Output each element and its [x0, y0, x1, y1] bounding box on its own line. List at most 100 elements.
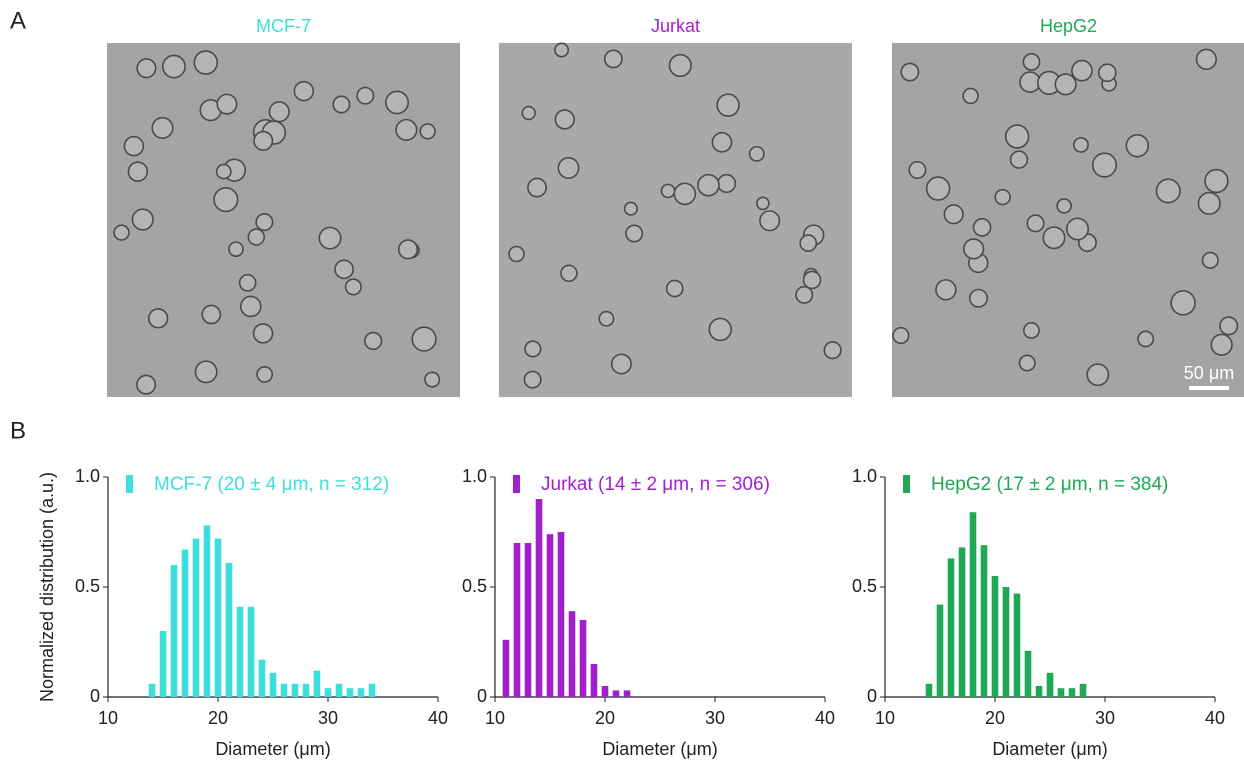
cell	[795, 285, 814, 304]
legend-label: Jurkat (14 ± 2 μm, n = 306)	[541, 474, 770, 495]
cell	[1066, 217, 1090, 241]
cell	[252, 323, 274, 344]
panel-label: A	[10, 7, 26, 34]
bar	[1002, 587, 1010, 697]
cell	[1201, 251, 1219, 269]
cell	[364, 331, 383, 351]
x-tick-label: 20	[595, 708, 615, 728]
cell	[1086, 363, 1110, 387]
bar	[170, 565, 178, 697]
bar	[291, 683, 299, 697]
cell	[697, 173, 720, 197]
cell	[228, 241, 244, 257]
cell	[293, 80, 315, 102]
micrograph	[499, 43, 852, 397]
bar	[590, 664, 598, 697]
cell	[1204, 168, 1229, 194]
cell	[759, 210, 781, 232]
x-tick-label: 40	[1205, 708, 1225, 728]
cell	[908, 160, 927, 179]
cell	[419, 123, 436, 140]
bar	[1024, 650, 1032, 697]
cell	[508, 245, 525, 263]
cell	[215, 163, 232, 180]
bar	[524, 543, 532, 697]
bar	[958, 547, 966, 697]
cell	[1219, 316, 1239, 336]
cell	[148, 308, 169, 329]
cell	[131, 208, 154, 231]
cell	[1091, 152, 1118, 178]
bar	[991, 576, 999, 697]
image-title: Jurkat	[651, 16, 700, 36]
cell	[1018, 354, 1036, 372]
cell	[673, 182, 697, 206]
cell	[216, 93, 238, 115]
cell	[424, 371, 441, 388]
bar	[192, 538, 200, 697]
cell	[318, 226, 342, 250]
cell	[527, 177, 547, 198]
bar	[980, 545, 988, 697]
cell	[1155, 178, 1181, 204]
bar	[302, 683, 310, 697]
cell	[623, 201, 638, 216]
cell	[598, 310, 615, 327]
cell	[411, 326, 437, 352]
bar	[357, 688, 365, 697]
cell	[239, 295, 262, 318]
cell	[554, 42, 570, 58]
cell	[972, 218, 992, 237]
cell	[892, 326, 910, 345]
bar	[925, 683, 933, 697]
cell	[968, 288, 989, 308]
cell	[524, 340, 542, 358]
bar	[579, 620, 587, 697]
cell	[1073, 136, 1089, 153]
image-title: MCF-7	[256, 16, 311, 36]
y-tick-label: 0.5	[75, 576, 100, 596]
cell	[717, 173, 737, 194]
cell	[397, 239, 419, 260]
cell	[356, 86, 375, 105]
bar	[203, 525, 211, 697]
cell	[557, 157, 580, 179]
cell	[994, 188, 1011, 206]
cell	[123, 135, 145, 157]
legend-label: HepG2 (17 ± 2 μm, n = 384)	[931, 474, 1168, 495]
cell	[925, 176, 951, 201]
cell	[802, 270, 822, 290]
x-tick-label: 10	[485, 708, 505, 728]
cell	[1022, 52, 1041, 71]
cell	[523, 370, 542, 389]
cell	[1042, 226, 1066, 250]
bar	[148, 683, 156, 697]
bar	[181, 549, 189, 697]
bar	[313, 670, 321, 697]
bar	[1057, 688, 1065, 697]
y-tick-label: 0	[867, 686, 877, 706]
cell	[799, 234, 818, 252]
cell	[151, 116, 174, 139]
bar	[969, 512, 977, 697]
scale-bar-label: 50 μm	[1184, 363, 1234, 383]
cell	[708, 317, 733, 342]
bar	[623, 690, 631, 697]
cell	[395, 118, 418, 142]
x-axis-label: Diameter (μm)	[602, 739, 717, 759]
bar	[346, 688, 354, 697]
bar	[159, 631, 167, 697]
x-tick-label: 20	[208, 708, 228, 728]
y-tick-label: 0	[477, 686, 487, 706]
bar	[214, 538, 222, 697]
bar	[612, 690, 620, 697]
cell	[1054, 73, 1077, 96]
cell	[962, 87, 979, 105]
cell	[268, 101, 290, 123]
cell	[253, 130, 274, 151]
y-tick-label: 0	[90, 686, 100, 706]
cell	[161, 54, 186, 79]
bar	[1035, 686, 1043, 697]
cell	[136, 374, 157, 395]
bar	[1013, 593, 1021, 697]
